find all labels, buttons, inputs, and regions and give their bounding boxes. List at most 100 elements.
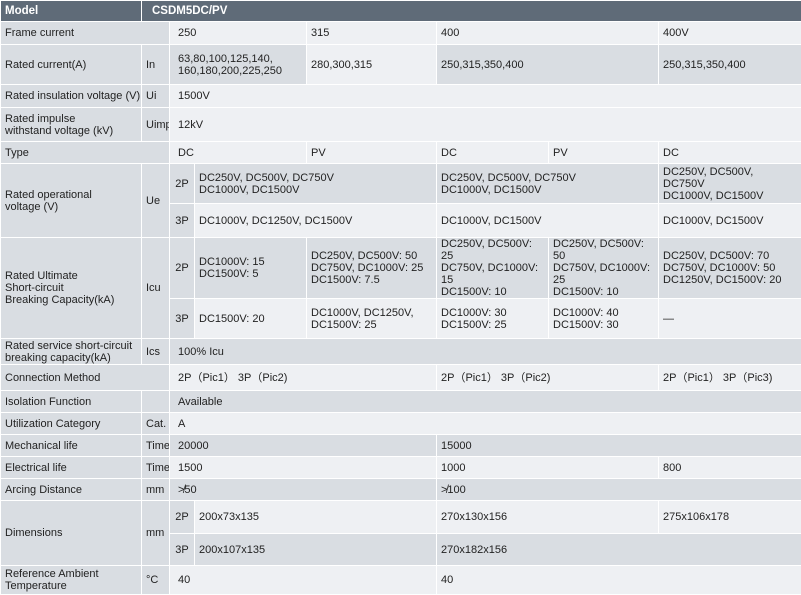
rated-current-400v: 250,315,350,400: [659, 45, 801, 85]
ultimate-3p-4: DC1000V: 40 DC1500V: 30: [549, 299, 659, 339]
service-label: Rated service short-circuit breaking cap…: [1, 339, 142, 365]
insulation-label: Rated insulation voltage (V): [1, 85, 142, 108]
dimensions-2p-c: 275x106x178: [659, 501, 801, 534]
dimensions-symbol: mm: [142, 501, 170, 566]
ultimate-3p-2: DC1000V, DC1250V, DC1500V: 25: [307, 299, 437, 339]
impulse-value: 12kV: [170, 108, 801, 142]
utilization-row: Utilization Category Cat. A: [1, 413, 801, 435]
impulse-label: Rated impulse withstand voltage (kV): [1, 108, 142, 142]
connection-row: Connection Method 2P（Pic1） 3P（Pic2) 2P（P…: [1, 365, 801, 391]
rated-current-250: 63,80,100,125,140, 160,180,200,225,250: [170, 45, 307, 85]
ultimate-3p-pole: 3P: [170, 299, 195, 339]
type-row: Type DC PV DC PV DC: [1, 142, 801, 164]
dimensions-3p-b: 270x182x156: [437, 534, 801, 566]
operational-3p-pole: 3P: [170, 204, 195, 238]
ultimate-2p-1: DC1000V: 15 DC1500V: 5: [195, 238, 307, 299]
electrical-label: Electrical life: [1, 457, 142, 479]
ultimate-label: Rated Ultimate Short-circuit Breaking Ca…: [1, 238, 142, 339]
arcing-row: Arcing Distance mm ≯50 ≯100: [1, 479, 801, 501]
frame-400: 400: [437, 22, 659, 45]
utilization-value: A: [170, 413, 801, 435]
operational-2p-pole: 2P: [170, 164, 195, 204]
ultimate-2p-row: Rated Ultimate Short-circuit Breaking Ca…: [1, 238, 801, 299]
isolation-symbol-empty: [142, 391, 170, 413]
impulse-symbol: Uimp: [142, 108, 170, 142]
operational-2p-c: DC250V, DC500V, DC750V DC1000V, DC1500V: [659, 164, 801, 204]
service-value: 100% Icu: [170, 339, 801, 365]
utilization-symbol: Cat.: [142, 413, 170, 435]
rated-current-400: 250,315,350,400: [437, 45, 659, 85]
insulation-value: 1500V: [170, 85, 801, 108]
type-dc-3: DC: [659, 142, 801, 164]
connection-a: 2P（Pic1） 3P（Pic2): [170, 365, 437, 391]
dimensions-3p-pole: 3P: [170, 534, 195, 566]
rated-current-row: Rated current(A) In 63,80,100,125,140, 1…: [1, 45, 801, 85]
ambient-label: Reference Ambient Temperature: [1, 566, 142, 595]
electrical-symbol: Times: [142, 457, 170, 479]
operational-2p-row: Rated operational voltage (V) Ue 2P DC25…: [1, 164, 801, 204]
utilization-label: Utilization Category: [1, 413, 142, 435]
operational-3p-c: DC1000V, DC1500V: [659, 204, 801, 238]
rated-current-315: 280,300,315: [307, 45, 437, 85]
ultimate-2p-pole: 2P: [170, 238, 195, 299]
dimensions-2p-b: 270x130x156: [437, 501, 659, 534]
header-row: Model CSDM5DC/PV: [1, 1, 801, 22]
mechanical-symbol: Times: [142, 435, 170, 457]
arcing-a: ≯50: [170, 479, 437, 501]
type-label: Type: [1, 142, 170, 164]
dimensions-label: Dimensions: [1, 501, 142, 566]
electrical-c: 800: [659, 457, 801, 479]
isolation-label: Isolation Function: [1, 391, 142, 413]
operational-3p-a: DC1000V, DC1250V, DC1500V: [195, 204, 437, 238]
ultimate-2p-5: DC250V, DC500V: 70 DC750V, DC1000V: 50 D…: [659, 238, 801, 299]
frame-current-label: Frame current: [1, 22, 170, 45]
mechanical-row: Mechanical life Times 20000 15000: [1, 435, 801, 457]
mechanical-a: 20000: [170, 435, 437, 457]
connection-b: 2P（Pic1） 3P（Pic2): [437, 365, 659, 391]
connection-label: Connection Method: [1, 365, 170, 391]
connection-c: 2P（Pic1） 3P（Pic3): [659, 365, 801, 391]
ultimate-2p-2: DC250V, DC500V: 50 DC750V, DC1000V: 25 D…: [307, 238, 437, 299]
operational-3p-b: DC1000V, DC1500V: [437, 204, 659, 238]
ambient-b: 40: [437, 566, 801, 595]
type-dc-2: DC: [437, 142, 549, 164]
insulation-row: Rated insulation voltage (V) Ui 1500V: [1, 85, 801, 108]
frame-400v: 400V: [659, 22, 801, 45]
type-pv-1: PV: [307, 142, 437, 164]
model-value: CSDM5DC/PV: [142, 1, 801, 22]
frame-current-row: Frame current 250 315 400 400V: [1, 22, 801, 45]
ambient-row: Reference Ambient Temperature °C 40 40: [1, 566, 801, 595]
isolation-value: Available: [170, 391, 801, 413]
insulation-symbol: Ui: [142, 85, 170, 108]
ultimate-3p-3: DC1000V: 30 DC1500V: 25: [437, 299, 549, 339]
operational-2p-b: DC250V, DC500V, DC750V DC1000V, DC1500V: [437, 164, 659, 204]
ultimate-2p-3: DC250V, DC500V: 25 DC750V, DC1000V: 15 D…: [437, 238, 549, 299]
operational-symbol: Ue: [142, 164, 170, 238]
frame-315: 315: [307, 22, 437, 45]
dimensions-2p-a: 200x73x135: [195, 501, 437, 534]
type-dc-1: DC: [170, 142, 307, 164]
arcing-label: Arcing Distance: [1, 479, 142, 501]
rated-current-label: Rated current(A): [1, 45, 142, 85]
service-row: Rated service short-circuit breaking cap…: [1, 339, 801, 365]
operational-label: Rated operational voltage (V): [1, 164, 142, 238]
arcing-symbol: mm: [142, 479, 170, 501]
ultimate-2p-4: DC250V, DC500V: 50 DC750V, DC1000V: 25 D…: [549, 238, 659, 299]
dimensions-2p-pole: 2P: [170, 501, 195, 534]
model-label: Model: [1, 1, 142, 22]
ultimate-symbol: Icu: [142, 238, 170, 339]
service-symbol: Ics: [142, 339, 170, 365]
operational-2p-a: DC250V, DC500V, DC750V DC1000V, DC1500V: [195, 164, 437, 204]
dimensions-2p-row: Dimensions mm 2P 200x73x135 270x130x156 …: [1, 501, 801, 534]
electrical-b: 1000: [437, 457, 659, 479]
isolation-row: Isolation Function Available: [1, 391, 801, 413]
type-pv-2: PV: [549, 142, 659, 164]
frame-250: 250: [170, 22, 307, 45]
ambient-a: 40: [170, 566, 437, 595]
arcing-b: ≯100: [437, 479, 801, 501]
mechanical-label: Mechanical life: [1, 435, 142, 457]
ultimate-3p-5: —: [659, 299, 801, 339]
mechanical-b: 15000: [437, 435, 801, 457]
ambient-symbol: °C: [142, 566, 170, 595]
